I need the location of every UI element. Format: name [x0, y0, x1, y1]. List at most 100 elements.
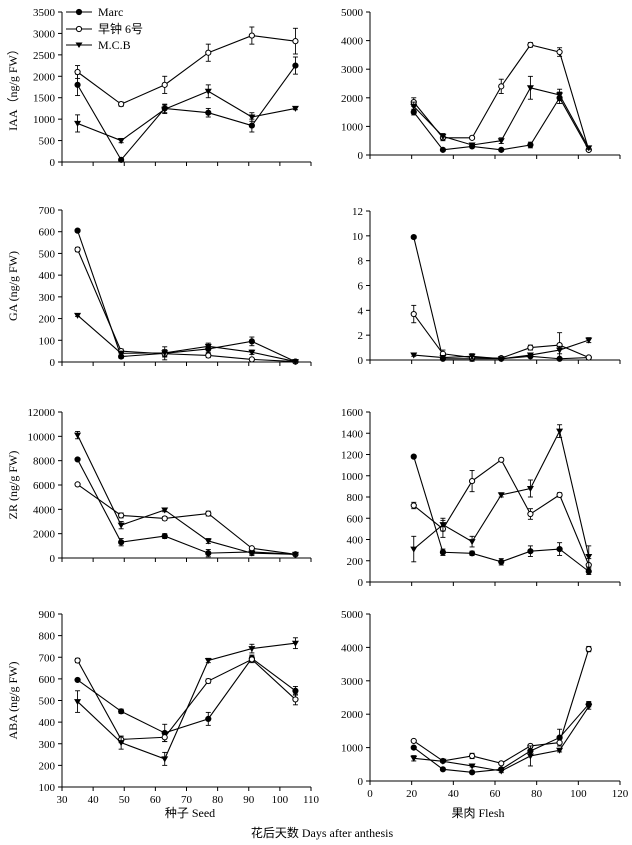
data-point [161, 507, 169, 514]
y-tick-label: 500 [39, 696, 56, 708]
y-tick-label: 4000 [33, 504, 56, 516]
y-tick-label: 12 [352, 206, 363, 218]
x-tick-label: 0 [367, 788, 373, 800]
y-tick-label: 200 [39, 314, 56, 326]
series-1 [74, 246, 299, 365]
data-point [585, 354, 592, 361]
data-point [248, 349, 256, 356]
y-tick-label: 2500 [33, 50, 56, 62]
data-point [410, 310, 417, 318]
data-point [204, 538, 212, 545]
data-point [468, 769, 476, 776]
x-tick-label: 50 [119, 794, 131, 806]
legend-label-marc: Marc [98, 5, 123, 19]
y-tick-label: 4 [358, 305, 364, 317]
data-point [585, 145, 593, 152]
data-point [410, 546, 418, 553]
x-tick-label: 100 [570, 788, 587, 800]
data-point [74, 432, 82, 439]
panel-ga-seed: 0 100 200 300 400 500 600 700 GA (ng/g FW) [6, 205, 312, 369]
y-tick-label: 1000 [341, 121, 364, 133]
data-point [468, 550, 476, 557]
data-point [74, 312, 82, 319]
data-point [498, 146, 505, 153]
series-0 [74, 56, 299, 163]
data-point [118, 512, 125, 519]
x-tick-label: 60 [490, 788, 502, 800]
series-line [77, 642, 296, 760]
data-point [292, 38, 299, 45]
data-point [248, 656, 255, 663]
series-line [413, 456, 590, 572]
data-point [291, 640, 299, 647]
panel-aba-seed: 100 200 300 400 500 600 700 800 900 30 40 50 60 70 80 9… [6, 609, 320, 806]
data-point [410, 453, 417, 460]
data-point [410, 755, 418, 762]
x-tick-label: 20 [406, 788, 418, 800]
y-tick-label: 900 [39, 609, 56, 621]
data-point [497, 356, 505, 363]
series-2 [410, 703, 593, 775]
panel-ga-flesh: 0 2 4 6 8 10 12 [352, 206, 621, 367]
data-point [468, 752, 476, 760]
y-tick-label: 5000 [341, 609, 364, 621]
x-tick-label: 40 [88, 794, 100, 806]
panel-iaa-seed: 0 500 1000 1500 2000 2500 3000 3500 IAA（ng/g FW） [6, 7, 312, 169]
series-line [77, 249, 296, 363]
data-point [498, 83, 505, 90]
data-point [527, 548, 534, 555]
y-axis-label: IAA（ng/g FW） [6, 43, 20, 131]
x-tick-label: 80 [212, 794, 224, 806]
data-point [497, 768, 505, 775]
series-1 [74, 655, 299, 744]
series-0 [74, 227, 299, 365]
data-point [248, 646, 256, 653]
y-tick-label: 200 [39, 760, 56, 772]
y-tick-label: 1000 [341, 471, 364, 483]
y-tick-label: 600 [39, 227, 56, 239]
data-point [205, 352, 212, 359]
x-tick-label: 100 [272, 794, 289, 806]
data-point [117, 522, 125, 529]
y-tick-label: 700 [39, 652, 56, 664]
data-point [439, 146, 447, 153]
series-line [77, 459, 296, 555]
y-tick-label: 1000 [341, 743, 364, 755]
data-point [74, 81, 81, 88]
data-point [497, 138, 505, 145]
data-point [74, 676, 81, 684]
left-column-label: 种子 Seed [165, 806, 215, 820]
series-line [77, 35, 296, 105]
series-line [77, 230, 296, 363]
data-point [585, 704, 593, 711]
series-2 [74, 84, 299, 145]
y-tick-label: 0 [50, 357, 56, 369]
series-1 [74, 26, 299, 108]
data-point [556, 48, 563, 56]
data-point [74, 481, 81, 488]
x-tick-label: 120 [612, 788, 629, 800]
data-point [410, 352, 418, 359]
data-point [410, 737, 417, 745]
data-point [161, 350, 169, 357]
data-point [527, 41, 534, 48]
data-point [205, 49, 212, 56]
panel-zr-flesh: 0 200 400 600 800 1000 1200 1400 1600 [341, 407, 621, 589]
y-tick-label: 300 [39, 292, 56, 304]
y-tick-label: 6 [358, 281, 364, 293]
data-point [248, 550, 256, 557]
data-point [248, 356, 255, 363]
x-tick-label: 90 [243, 794, 255, 806]
x-tick-label: 30 [57, 794, 69, 806]
y-tick-label: 5000 [341, 7, 364, 19]
y-tick-label: 3000 [341, 676, 364, 688]
y-tick-label: 800 [347, 492, 364, 504]
right-column-label: 果肉 Flesh [451, 806, 504, 820]
series-line [77, 658, 296, 740]
data-point [74, 456, 81, 463]
series-2 [74, 312, 299, 366]
y-tick-label: 400 [347, 535, 364, 547]
data-point [410, 502, 417, 509]
